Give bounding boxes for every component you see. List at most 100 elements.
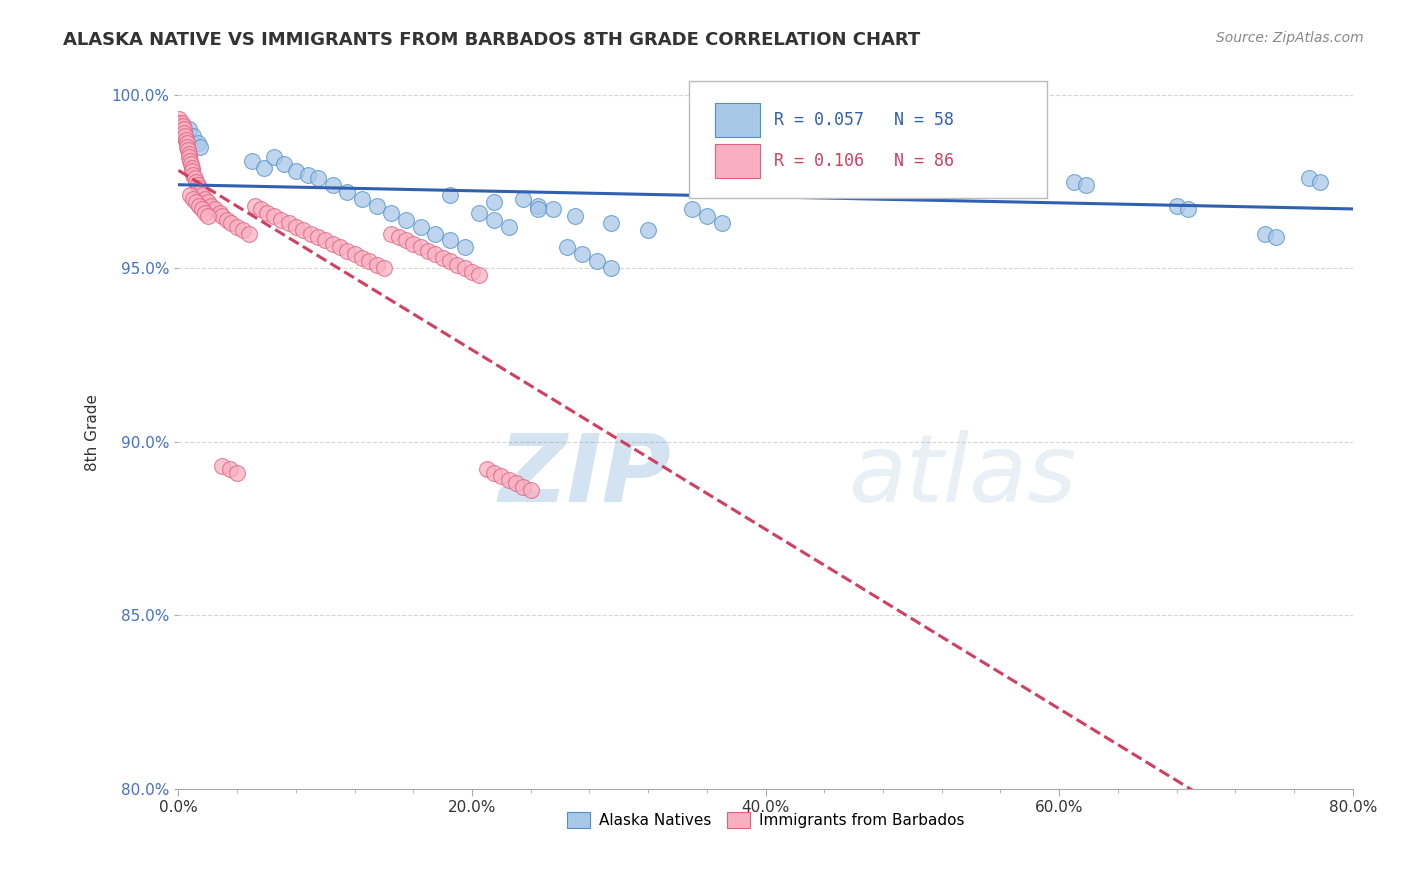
Point — [350, 251, 373, 265]
Point — [191, 188, 214, 202]
Point — [366, 199, 388, 213]
Point — [174, 129, 197, 144]
Point — [696, 209, 718, 223]
Point — [439, 254, 461, 268]
Point — [1298, 171, 1320, 186]
Point — [263, 209, 285, 223]
Point — [498, 473, 520, 487]
Point — [180, 157, 202, 171]
Point — [585, 254, 607, 268]
Point — [299, 227, 322, 241]
Point — [1265, 230, 1288, 244]
Point — [938, 143, 960, 157]
Point — [453, 240, 475, 254]
Point — [284, 164, 307, 178]
Point — [169, 119, 191, 133]
Point — [915, 136, 938, 151]
Point — [409, 219, 432, 234]
Point — [416, 244, 439, 258]
Point — [307, 230, 329, 244]
Point — [172, 115, 194, 129]
Point — [181, 164, 204, 178]
Point — [172, 126, 194, 140]
Text: R = 0.057   N = 58: R = 0.057 N = 58 — [773, 112, 953, 129]
Point — [177, 146, 200, 161]
Point — [184, 195, 207, 210]
Point — [366, 258, 388, 272]
Point — [167, 112, 190, 126]
Point — [170, 122, 193, 136]
Point — [373, 261, 395, 276]
Point — [190, 185, 212, 199]
Point — [240, 153, 263, 168]
Point — [273, 157, 295, 171]
Point — [194, 205, 217, 219]
Point — [284, 219, 307, 234]
Point — [219, 216, 242, 230]
Point — [799, 161, 821, 175]
Point — [174, 133, 197, 147]
Point — [600, 261, 623, 276]
Point — [249, 202, 271, 217]
Point — [177, 143, 200, 157]
Point — [468, 205, 491, 219]
Point — [498, 219, 520, 234]
Point — [190, 140, 212, 154]
Point — [446, 258, 468, 272]
Point — [453, 261, 475, 276]
Point — [194, 192, 217, 206]
Point — [959, 150, 981, 164]
Point — [395, 234, 418, 248]
Point — [491, 469, 513, 483]
Point — [211, 209, 233, 223]
FancyBboxPatch shape — [689, 81, 1047, 198]
Point — [307, 171, 329, 186]
Point — [409, 240, 432, 254]
Point — [425, 227, 447, 241]
Point — [519, 483, 541, 498]
Bar — [716, 103, 759, 137]
Point — [505, 476, 527, 491]
Point — [359, 254, 381, 268]
Point — [1177, 202, 1199, 217]
Point — [169, 115, 191, 129]
Point — [232, 223, 254, 237]
Point — [425, 247, 447, 261]
Point — [176, 140, 198, 154]
Point — [176, 136, 198, 151]
Point — [252, 161, 274, 175]
Point — [564, 209, 586, 223]
Point — [263, 150, 285, 164]
Point — [350, 192, 373, 206]
Point — [238, 227, 260, 241]
Point — [179, 150, 201, 164]
Point — [173, 122, 195, 136]
Point — [527, 202, 550, 217]
Point — [181, 168, 204, 182]
Point — [380, 205, 402, 219]
Point — [557, 240, 579, 254]
Point — [256, 205, 278, 219]
Point — [512, 192, 534, 206]
Text: atlas: atlas — [848, 430, 1076, 521]
Point — [181, 192, 204, 206]
Point — [297, 168, 319, 182]
Point — [482, 195, 505, 210]
Point — [482, 466, 505, 480]
Point — [226, 219, 249, 234]
Point — [197, 209, 219, 223]
Point — [322, 236, 344, 251]
Point — [174, 133, 197, 147]
Point — [204, 202, 226, 217]
Point — [180, 161, 202, 175]
Point — [710, 216, 733, 230]
Point — [197, 195, 219, 210]
Point — [314, 234, 336, 248]
Point — [322, 178, 344, 192]
Text: ALASKA NATIVE VS IMMIGRANTS FROM BARBADOS 8TH GRADE CORRELATION CHART: ALASKA NATIVE VS IMMIGRANTS FROM BARBADO… — [63, 31, 921, 49]
Point — [482, 212, 505, 227]
Point — [439, 234, 461, 248]
Point — [183, 171, 205, 186]
Point — [948, 146, 970, 161]
Point — [218, 462, 240, 476]
